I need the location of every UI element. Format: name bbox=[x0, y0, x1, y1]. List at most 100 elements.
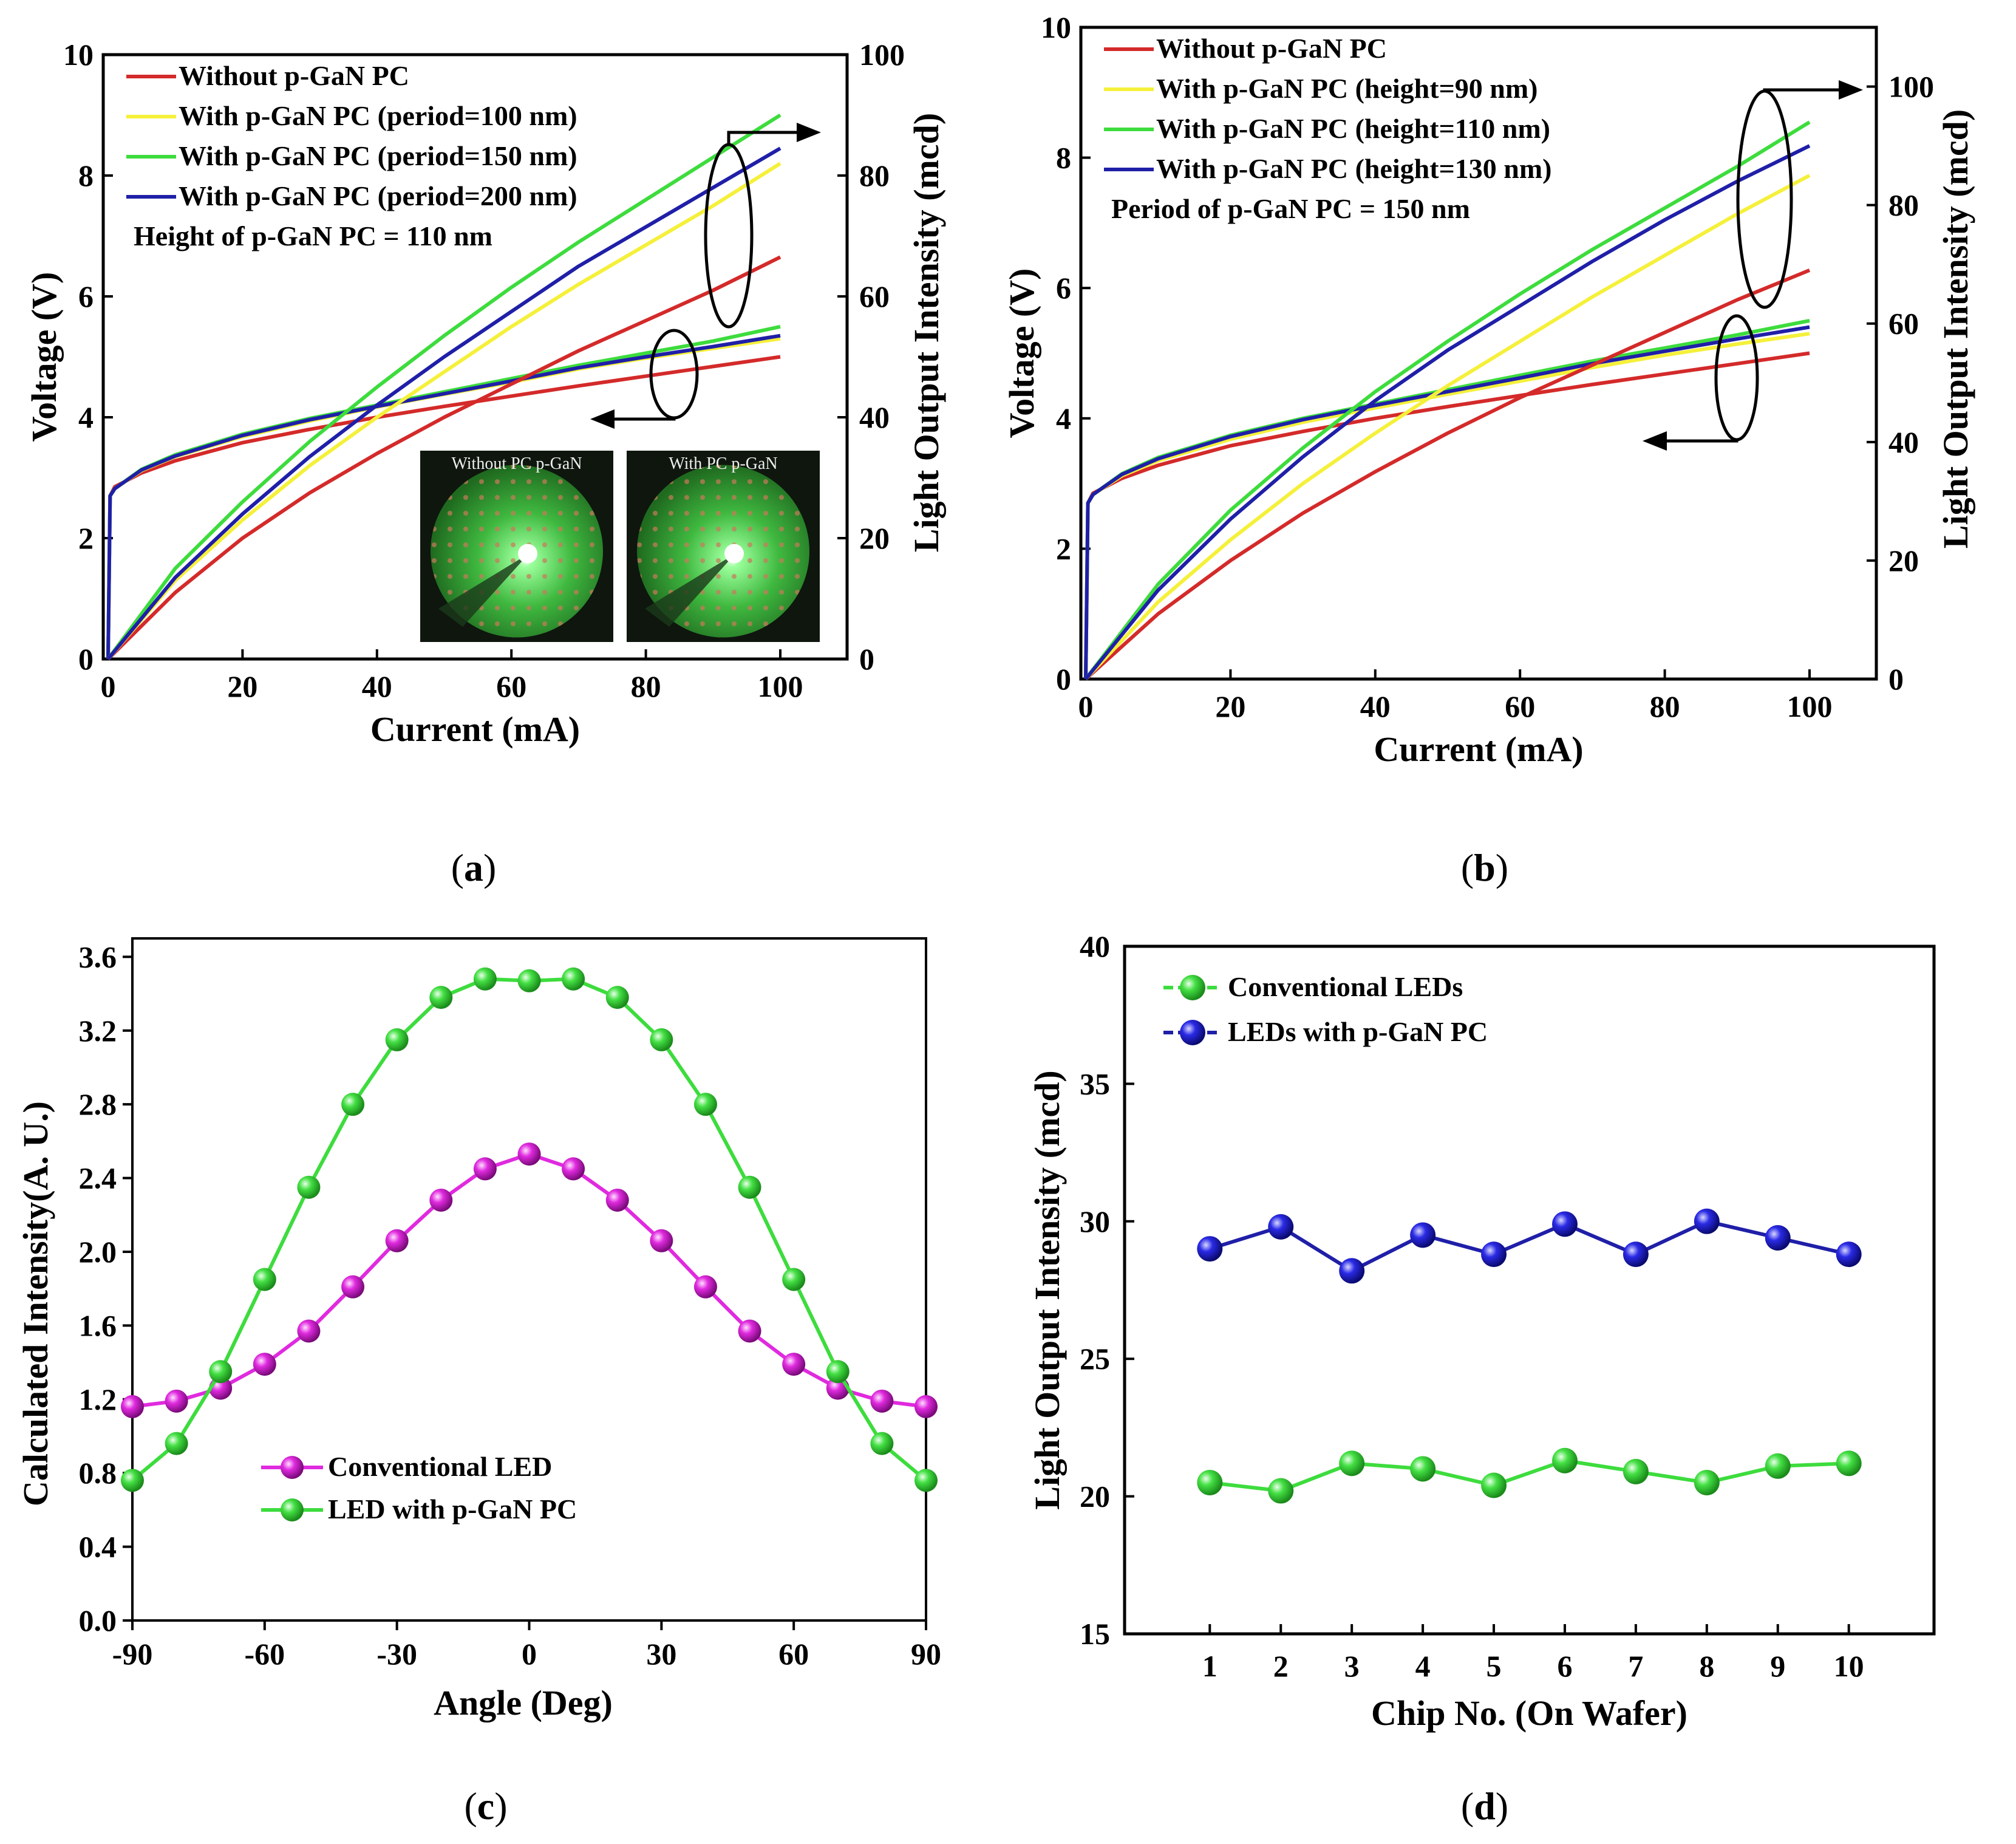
legend-label: With p-GaN PC (period=100 nm) bbox=[179, 100, 577, 131]
data-point bbox=[1623, 1241, 1649, 1268]
panel-c: -90 -60 -30 0 30 60 90 0.0 0.4 0.8 1.2 1.6 2.0 2.4 2.8… bbox=[16, 937, 941, 1723]
legend-marker bbox=[1180, 975, 1205, 1000]
arrow-line bbox=[1763, 88, 1840, 92]
y-tick-label: 2 bbox=[78, 521, 94, 555]
data-point bbox=[1339, 1258, 1365, 1284]
y-tick-label: 2.4 bbox=[79, 1161, 117, 1195]
data-point bbox=[1836, 1241, 1862, 1268]
data-point bbox=[693, 1093, 717, 1116]
data-point bbox=[562, 967, 585, 991]
legend-label: LED with p-GaN PC bbox=[328, 1494, 577, 1525]
x-tick-label: 4 bbox=[1415, 1649, 1431, 1683]
data-point bbox=[870, 1389, 894, 1413]
x-tick-label: -60 bbox=[245, 1637, 285, 1671]
data-point bbox=[253, 1353, 276, 1376]
legend-marker bbox=[1180, 1020, 1205, 1045]
x-tick-label: 9 bbox=[1770, 1649, 1785, 1683]
y-tick-label: 2.0 bbox=[79, 1235, 117, 1269]
y-tick-label: 2 bbox=[1056, 531, 1071, 565]
y-tick-label: 40 bbox=[1080, 929, 1110, 963]
y-tick-label: 25 bbox=[1080, 1342, 1110, 1376]
group-ellipse bbox=[704, 143, 754, 329]
data-point bbox=[1623, 1458, 1649, 1484]
arrow-head bbox=[1643, 431, 1667, 451]
data-point bbox=[297, 1175, 321, 1199]
legend-label: Without p-GaN PC bbox=[179, 60, 409, 91]
legend-marker bbox=[281, 1456, 304, 1479]
x-tick-label: 0 bbox=[522, 1637, 537, 1671]
data-point bbox=[121, 1469, 144, 1492]
y2-tick-label: 80 bbox=[1888, 188, 1919, 222]
series-line bbox=[1084, 268, 1811, 681]
data-point bbox=[429, 986, 453, 1009]
y-tick-label: 8 bbox=[78, 159, 94, 193]
y-tick-label: 30 bbox=[1080, 1204, 1110, 1238]
data-point bbox=[473, 967, 497, 991]
series-line bbox=[1209, 1458, 1849, 1493]
series-line bbox=[1084, 120, 1811, 680]
panel-d: 1 2 3 4 5 6 7 8 9 10 15 20 25 30 35 40 Chip No. (On Wafe… bbox=[1027, 929, 1936, 1733]
series-line bbox=[132, 1152, 927, 1409]
y2-tick-label: 40 bbox=[859, 400, 890, 434]
legend-label: With p-GaN PC (height=110 nm) bbox=[1156, 113, 1550, 144]
data-point bbox=[121, 1395, 144, 1418]
data-point bbox=[1268, 1478, 1294, 1504]
y2-tick-label: 80 bbox=[859, 159, 890, 193]
caption-c: (c) bbox=[464, 1784, 507, 1828]
data-point bbox=[1197, 1469, 1223, 1495]
data-point bbox=[1551, 1447, 1578, 1473]
legend-label: With p-GaN PC (period=200 nm) bbox=[179, 180, 577, 211]
data-point bbox=[1765, 1224, 1791, 1251]
data-point bbox=[693, 1275, 717, 1299]
x-tick-label: 1 bbox=[1202, 1649, 1217, 1683]
data-point bbox=[1694, 1208, 1720, 1234]
y2-tick-label: 100 bbox=[1888, 70, 1934, 104]
data-point bbox=[1268, 1214, 1294, 1240]
data-point bbox=[209, 1360, 233, 1384]
caption-b: (b) bbox=[1461, 846, 1508, 889]
data-point bbox=[562, 1157, 585, 1181]
y2-tick-label: 40 bbox=[1888, 425, 1919, 459]
x-tick-label: -90 bbox=[112, 1637, 153, 1671]
x-tick-label: 60 bbox=[778, 1637, 809, 1671]
data-point bbox=[826, 1360, 850, 1384]
x-tick-label: 8 bbox=[1699, 1649, 1714, 1683]
x-tick-label: 0 bbox=[1078, 689, 1094, 723]
series-line bbox=[1084, 351, 1810, 680]
legend-label: LEDs with p-GaN PC bbox=[1228, 1016, 1488, 1047]
y2-tick-label: 20 bbox=[1888, 544, 1919, 578]
data-point bbox=[1836, 1450, 1862, 1477]
inset-label: With PC p-GaN bbox=[669, 454, 777, 473]
inset-hotspot bbox=[518, 544, 537, 564]
series-line bbox=[1084, 318, 1810, 680]
y2-tick-label: 60 bbox=[859, 279, 890, 313]
data-point bbox=[914, 1469, 938, 1492]
x-tick-label: 80 bbox=[1650, 689, 1680, 723]
y-tick-label: 0.0 bbox=[79, 1603, 117, 1637]
arrow-line bbox=[727, 131, 802, 145]
y2-tick-label: 0 bbox=[859, 642, 874, 676]
y-tick-label: 6 bbox=[78, 279, 94, 313]
y-axis-label: Voltage (V) bbox=[24, 272, 64, 442]
data-point bbox=[1410, 1222, 1436, 1248]
x-tick-label: 20 bbox=[227, 669, 257, 703]
inset-label: Without PC p-GaN bbox=[451, 454, 582, 473]
x-tick-label: 20 bbox=[1215, 689, 1245, 723]
legend-label: Conventional LED bbox=[328, 1451, 552, 1482]
y-tick-label: 20 bbox=[1080, 1480, 1110, 1514]
series-line bbox=[131, 977, 927, 1482]
data-point bbox=[429, 1188, 453, 1212]
data-point bbox=[605, 986, 629, 1009]
x-tick-label: 90 bbox=[911, 1637, 941, 1671]
x-axis-label: Current (mA) bbox=[370, 709, 580, 749]
data-point bbox=[1551, 1211, 1578, 1237]
y2-tick-label: 20 bbox=[859, 521, 890, 555]
data-point bbox=[1339, 1450, 1365, 1477]
arrow-head bbox=[797, 123, 821, 142]
data-point bbox=[341, 1275, 365, 1299]
y2-axis-label: Light Output Intensity (mcd) bbox=[907, 113, 946, 552]
y-tick-label: 4 bbox=[78, 400, 94, 434]
